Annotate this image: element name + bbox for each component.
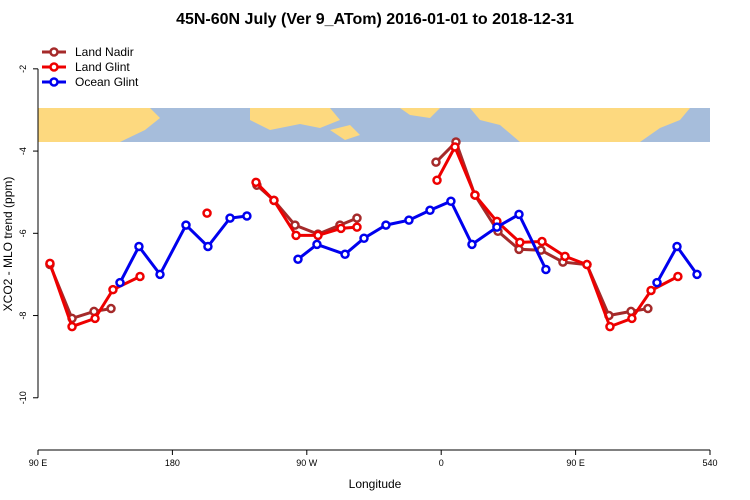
- data-point: [45, 258, 55, 269]
- data-point: [202, 208, 212, 218]
- y-tick-label: -4: [18, 147, 28, 155]
- data-point: [652, 277, 662, 288]
- x-tick-label: 90 E: [29, 458, 48, 468]
- data-point: [203, 241, 213, 252]
- data-point: [646, 285, 656, 296]
- data-point: [312, 239, 322, 250]
- data-point: [467, 239, 477, 250]
- data-point: [431, 157, 441, 167]
- data-point: [251, 177, 261, 188]
- data-point: [672, 241, 682, 252]
- data-point: [470, 190, 480, 200]
- data-point: [537, 236, 547, 247]
- data-point: [673, 271, 683, 282]
- y-axis-label: XCO2 - MLO trend (ppm): [1, 177, 15, 312]
- data-point: [340, 249, 350, 260]
- data-point: [450, 142, 460, 152]
- data-point: [90, 313, 100, 324]
- data-point: [293, 254, 303, 264]
- data-point: [313, 230, 323, 241]
- data-point: [291, 230, 301, 241]
- legend-label: Land Nadir: [75, 45, 134, 59]
- data-point: [352, 222, 362, 232]
- x-tick-label: 180: [165, 458, 180, 468]
- data-point: [605, 321, 615, 332]
- series-line: [48, 139, 649, 321]
- data-point: [106, 303, 116, 314]
- data-point: [352, 213, 362, 223]
- map-strip: [38, 108, 710, 142]
- data-point: [134, 241, 144, 252]
- data-point: [381, 220, 391, 230]
- data-point: [155, 269, 165, 280]
- data-point: [432, 175, 442, 186]
- x-tick-label: 540: [702, 458, 717, 468]
- y-tick-label: -6: [18, 229, 28, 237]
- data-point: [541, 264, 551, 275]
- data-point: [181, 220, 191, 230]
- x-axis-label: Longitude: [349, 477, 402, 491]
- data-point: [582, 259, 592, 270]
- data-point: [492, 222, 502, 232]
- data-point: [627, 313, 637, 324]
- data-point: [446, 196, 456, 206]
- x-tick-label: 90 E: [566, 458, 585, 468]
- data-point: [242, 211, 252, 221]
- y-tick-label: -2: [18, 65, 28, 73]
- data-point: [225, 213, 235, 223]
- data-point: [67, 321, 77, 332]
- y-tick-label: -10: [18, 391, 28, 404]
- data-point: [269, 195, 279, 206]
- data-point: [692, 269, 702, 280]
- y-tick-label: -8: [18, 312, 28, 320]
- legend-label: Ocean Glint: [75, 75, 139, 89]
- x-tick-label: 90 W: [296, 458, 318, 468]
- legend-marker: [49, 47, 59, 57]
- data-point: [404, 215, 414, 225]
- legend-label: Land Glint: [75, 60, 130, 74]
- legend-marker: [49, 62, 59, 72]
- data-point: [515, 237, 525, 248]
- data-point: [359, 233, 369, 243]
- data-point: [643, 303, 653, 314]
- data-point: [425, 205, 435, 216]
- chart-title: 45N-60N July (Ver 9_ATom) 2016-01-01 to …: [176, 11, 574, 28]
- x-tick-label: 0: [439, 458, 444, 468]
- legend-marker: [49, 77, 59, 87]
- data-point: [336, 223, 346, 234]
- data-point: [115, 277, 125, 288]
- data-point: [560, 251, 570, 262]
- data-point: [290, 220, 300, 230]
- data-point: [514, 209, 524, 220]
- data-point: [135, 271, 145, 282]
- data-point: [108, 284, 118, 295]
